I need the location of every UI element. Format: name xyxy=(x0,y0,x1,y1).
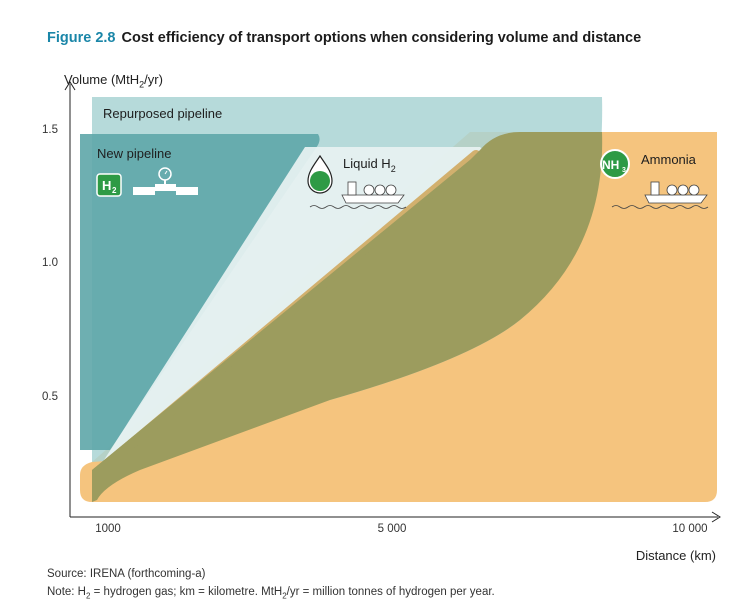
overlap-region xyxy=(92,132,603,502)
svg-text:H: H xyxy=(102,178,111,193)
x-axis-label: Distance (km) xyxy=(635,548,716,563)
x-tick-1000: 1000 xyxy=(95,523,121,535)
svg-text:NH: NH xyxy=(602,158,619,172)
abbreviation-note: Note: H2 = hydrogen gas; km = kilometre.… xyxy=(47,586,495,601)
figure-number: Figure 2.8 xyxy=(47,30,116,46)
h2-icon: H 2 xyxy=(96,173,122,197)
label-ammonia: Ammonia xyxy=(641,152,697,167)
x-axis-arrow xyxy=(711,511,721,523)
source-note: Source: IRENA (forthcoming-a) xyxy=(47,568,206,580)
ship-icon-liquid xyxy=(309,181,407,209)
label-new-pipeline: New pipeline xyxy=(97,146,171,161)
figure-title: Figure 2.8 Cost efficiency of transport o… xyxy=(47,30,641,46)
y-tick-1.5: 1.5 xyxy=(42,124,58,136)
chart-plot: Repurposed pipeline New pipeline Liquid … xyxy=(64,81,721,523)
figure-title-text: Cost efficiency of transport options whe… xyxy=(121,30,642,46)
pipeline-icon xyxy=(133,167,198,195)
svg-text:3: 3 xyxy=(622,167,626,174)
overlap-region-lower xyxy=(92,153,485,471)
nh3-icon: NH 3 xyxy=(600,149,630,179)
y-tick-0.5: 0.5 xyxy=(42,391,58,403)
y-axis-label: Volume (MtH2/yr) xyxy=(64,72,163,90)
x-tick-10000: 10 000 xyxy=(672,523,708,535)
x-tick-5000: 5 000 xyxy=(377,523,407,535)
label-liquid-h2: Liquid H2 xyxy=(343,156,396,174)
y-axis-arrow xyxy=(64,81,76,91)
liquid-droplet-icon xyxy=(307,154,333,194)
ship-icon-ammonia xyxy=(611,181,709,209)
new-pipeline-region xyxy=(80,134,320,450)
svg-text:2: 2 xyxy=(112,186,117,195)
label-repurposed-pipeline: Repurposed pipeline xyxy=(103,106,222,121)
y-tick-1.0: 1.0 xyxy=(42,257,58,269)
